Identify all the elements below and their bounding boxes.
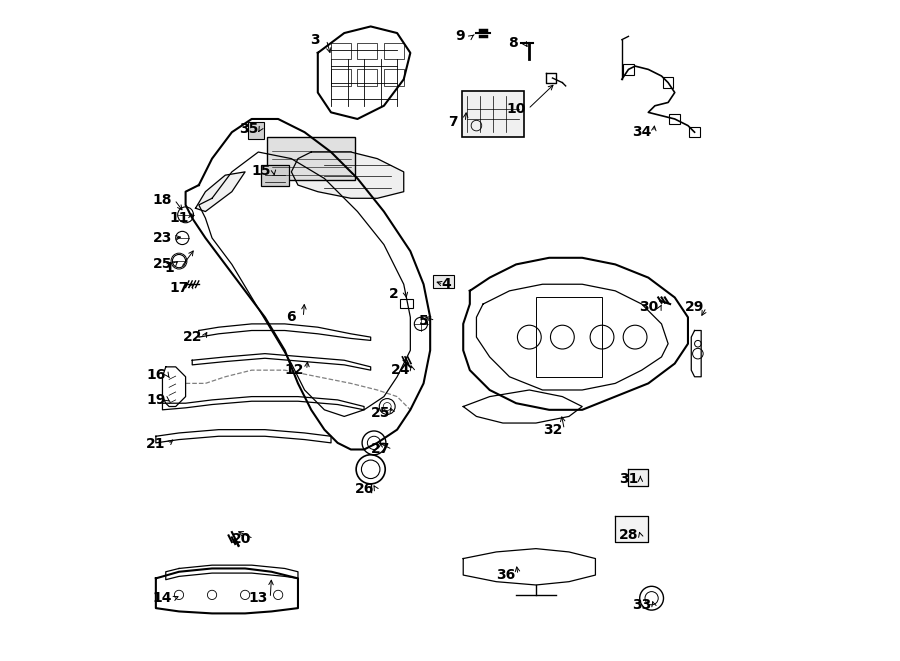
Polygon shape [292, 152, 404, 198]
FancyBboxPatch shape [433, 275, 454, 288]
Text: 32: 32 [543, 422, 562, 437]
Text: 27: 27 [371, 442, 391, 457]
Text: 4: 4 [442, 277, 452, 292]
Text: 31: 31 [619, 472, 638, 486]
Bar [536, 297, 602, 377]
Text: 1: 1 [164, 260, 174, 275]
Text: 7: 7 [448, 115, 458, 130]
Bar [384, 69, 404, 86]
Text: 17: 17 [169, 280, 189, 295]
Bar [689, 127, 700, 137]
FancyBboxPatch shape [267, 137, 356, 180]
Polygon shape [195, 172, 245, 212]
Text: 35: 35 [238, 122, 258, 136]
Bar [357, 43, 377, 59]
Text: 8: 8 [508, 36, 518, 50]
Text: 2: 2 [389, 287, 399, 301]
Text: 3: 3 [310, 32, 320, 47]
Bar [662, 77, 673, 88]
FancyBboxPatch shape [261, 165, 289, 186]
Text: 29: 29 [685, 300, 705, 315]
Text: 21: 21 [146, 437, 166, 451]
Text: 33: 33 [632, 598, 652, 612]
Text: 24: 24 [391, 363, 410, 377]
Polygon shape [616, 516, 648, 542]
Bar [384, 43, 404, 59]
Polygon shape [628, 469, 648, 486]
Text: 25: 25 [371, 406, 391, 420]
Text: 12: 12 [285, 363, 304, 377]
Text: 25: 25 [153, 257, 172, 272]
Bar [357, 69, 377, 86]
FancyBboxPatch shape [248, 122, 264, 139]
Text: 6: 6 [286, 310, 296, 325]
Text: 22: 22 [183, 330, 202, 344]
FancyBboxPatch shape [462, 91, 524, 137]
Text: 28: 28 [618, 528, 638, 543]
Text: 11: 11 [169, 211, 189, 225]
Text: 23: 23 [153, 231, 172, 245]
Text: 14: 14 [153, 591, 172, 605]
FancyBboxPatch shape [400, 299, 413, 308]
Text: 18: 18 [153, 192, 172, 207]
Text: 20: 20 [232, 531, 251, 546]
Text: 19: 19 [146, 393, 166, 407]
Bar [623, 64, 634, 75]
Text: 13: 13 [248, 591, 268, 605]
Text: 10: 10 [507, 102, 526, 116]
Text: 15: 15 [252, 163, 272, 178]
Bar [331, 69, 351, 86]
Text: 9: 9 [455, 29, 464, 44]
Text: 26: 26 [355, 482, 374, 496]
Text: 16: 16 [146, 368, 166, 383]
Text: 5: 5 [418, 313, 428, 328]
Bar [331, 43, 351, 59]
Text: 30: 30 [639, 300, 658, 315]
Text: 34: 34 [632, 125, 652, 139]
Text: 36: 36 [497, 568, 516, 582]
Bar [670, 114, 680, 124]
